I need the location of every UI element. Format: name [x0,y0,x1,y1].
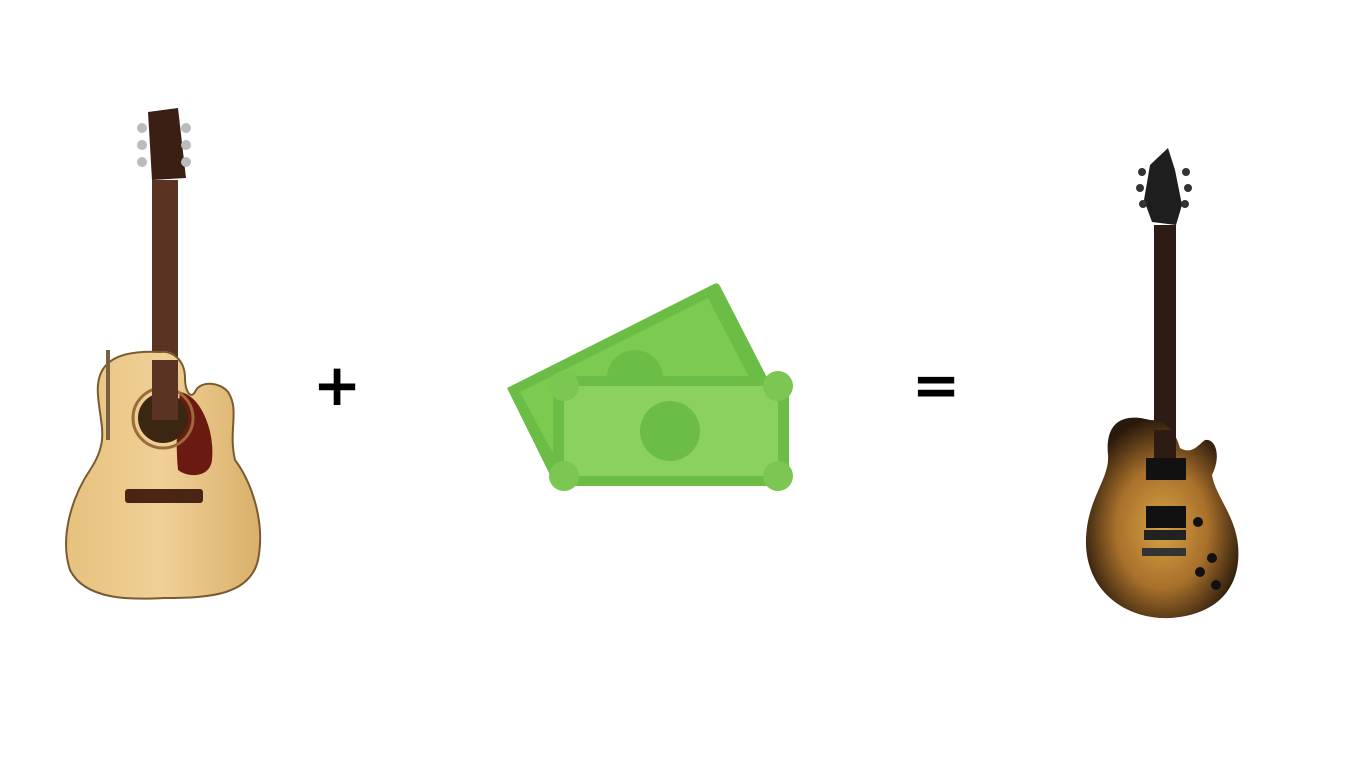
plus-sign: + [313,351,362,419]
acoustic-guitar [65,108,262,600]
equals-sign: = [912,351,961,419]
money-icon [507,283,793,491]
electric-guitar [1085,148,1239,619]
